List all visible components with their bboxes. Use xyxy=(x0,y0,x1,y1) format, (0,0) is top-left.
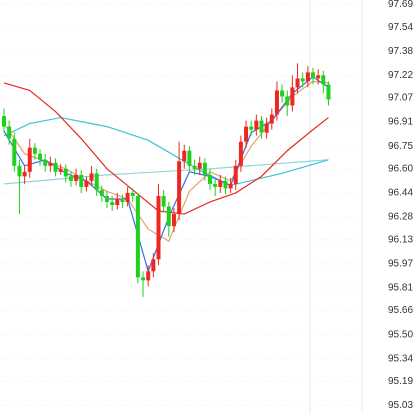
y-tick-label: 95.66 xyxy=(388,305,413,316)
candle-body xyxy=(228,183,233,189)
candle-body xyxy=(130,192,135,196)
candle-body xyxy=(182,150,187,162)
candle-body xyxy=(326,84,331,100)
y-tick-label: 97.22 xyxy=(388,70,413,81)
candle-body xyxy=(43,159,48,166)
candle-body xyxy=(238,141,243,166)
y-tick-label: 96.60 xyxy=(388,163,413,174)
candle-body xyxy=(2,116,6,127)
candle-body xyxy=(156,195,161,260)
candle-body xyxy=(58,168,63,172)
candle-body xyxy=(105,195,109,202)
candle-body xyxy=(223,180,228,189)
candle-body xyxy=(84,180,89,187)
y-tick-label: 96.75 xyxy=(388,141,413,152)
candle-body xyxy=(311,72,315,79)
moving-average xyxy=(3,159,329,185)
candle-body xyxy=(218,180,223,187)
y-tick-label: 96.28 xyxy=(388,212,413,223)
candle-body xyxy=(166,206,171,227)
candle-body xyxy=(274,90,279,115)
y-tick-label: 95.50 xyxy=(388,329,413,340)
y-tick-label: 96.44 xyxy=(388,188,413,199)
y-tick-label: 95.34 xyxy=(388,353,413,364)
candle-body xyxy=(89,173,94,181)
candle-body xyxy=(94,173,99,190)
moving-average xyxy=(3,82,329,215)
y-tick-label: 96.91 xyxy=(388,117,413,128)
candle-body xyxy=(110,201,115,205)
candle-body xyxy=(233,165,238,184)
candle-body xyxy=(32,147,37,154)
candle-body xyxy=(208,174,212,184)
candle-body xyxy=(305,72,310,82)
candle-body xyxy=(12,138,17,166)
candle-body xyxy=(17,165,22,177)
candle-body xyxy=(259,120,264,133)
candle-body xyxy=(295,78,300,88)
candle-body xyxy=(38,153,43,160)
candle-body xyxy=(63,168,68,177)
y-tick-label: 95.19 xyxy=(388,376,413,387)
candle-body xyxy=(79,174,84,187)
y-tick-label: 95.97 xyxy=(388,258,413,269)
candle-body xyxy=(197,162,202,169)
candle-body xyxy=(254,120,259,130)
candle-body xyxy=(99,189,104,196)
candle-body xyxy=(280,90,285,97)
candle-body xyxy=(177,161,182,215)
candle-body xyxy=(141,277,146,281)
candle-body xyxy=(269,114,274,124)
candle-body xyxy=(53,162,58,172)
candle-body xyxy=(22,171,27,177)
candle-body xyxy=(187,150,192,166)
candle-body xyxy=(120,198,125,202)
candle-body xyxy=(213,183,218,187)
candle-body xyxy=(171,214,176,227)
y-tick-label: 97.07 xyxy=(388,93,413,104)
y-tick-label: 96.13 xyxy=(388,234,413,245)
moving-average xyxy=(3,116,329,187)
candle-body xyxy=(74,174,79,181)
candle-body xyxy=(48,162,53,166)
candle-body xyxy=(300,78,305,82)
y-tick-label: 97.38 xyxy=(388,46,413,57)
candle-body xyxy=(151,259,156,272)
candle-body xyxy=(27,147,32,172)
candle-body xyxy=(202,162,207,175)
y-tick-label: 95.03 xyxy=(388,400,413,411)
y-tick-label: 95.81 xyxy=(388,283,413,294)
candle-body xyxy=(135,195,140,278)
candle-body xyxy=(321,75,326,85)
candle-body xyxy=(249,126,254,130)
candle-body xyxy=(264,123,269,133)
candle-body xyxy=(285,96,290,106)
candle-body xyxy=(115,198,120,205)
candle-body xyxy=(7,126,12,139)
candle-body xyxy=(125,192,130,202)
candle-body xyxy=(68,176,73,181)
candle-body xyxy=(290,87,295,106)
y-tick-label: 97.54 xyxy=(388,22,413,33)
candle-body xyxy=(161,195,166,207)
candle-body xyxy=(244,126,249,142)
candle-body xyxy=(316,75,321,79)
candle-body xyxy=(146,271,151,281)
candle-body xyxy=(192,165,197,169)
y-tick-label: 97.69 xyxy=(388,0,413,10)
